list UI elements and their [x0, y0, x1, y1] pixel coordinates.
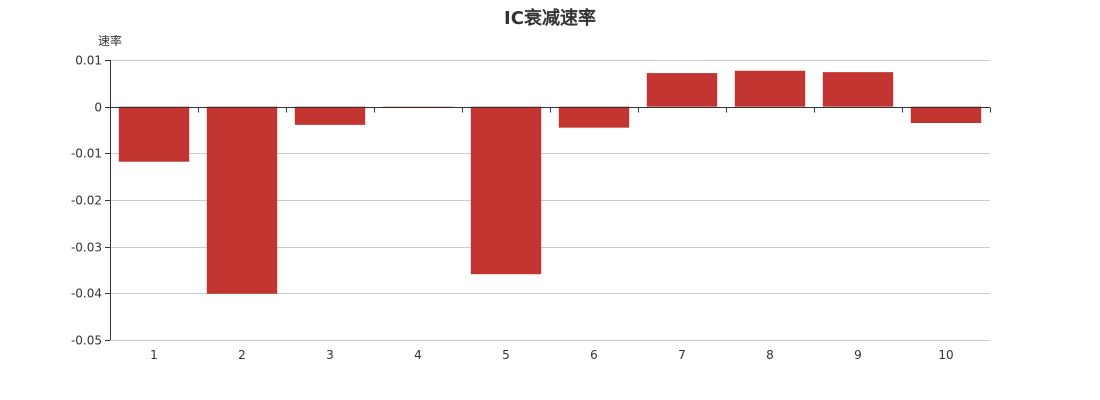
x-tick-label: 5 — [502, 348, 510, 362]
y-tick-label: 0.01 — [75, 54, 102, 68]
bar-7[interactable] — [646, 73, 718, 107]
bar-5[interactable] — [470, 106, 542, 275]
bars — [118, 70, 982, 294]
x-tick-label: 3 — [326, 348, 334, 362]
bar-9[interactable] — [822, 72, 894, 107]
bar-1[interactable] — [118, 106, 190, 162]
x-tick-label: 10 — [938, 348, 953, 362]
x-tick-label: 8 — [766, 348, 774, 362]
y-tick-label: -0.04 — [71, 287, 102, 301]
x-axis-ticks: 1 2 3 4 5 6 7 8 9 10 — [110, 107, 991, 362]
x-tick-label: 6 — [590, 348, 598, 362]
y-tick-label: -0.02 — [71, 194, 102, 208]
y-tick-label: 0 — [94, 101, 102, 115]
y-tick-label: -0.03 — [71, 241, 102, 255]
x-tick-label: 2 — [238, 348, 246, 362]
bar-2[interactable] — [206, 106, 278, 294]
y-tick-label: -0.01 — [71, 147, 102, 161]
chart-title: IC衰减速率 — [504, 7, 596, 29]
y-tick-label: -0.05 — [71, 334, 102, 348]
y-axis-ticks: 0.01 0 -0.01 -0.02 -0.03 -0.04 -0.05 — [71, 54, 110, 348]
bar-6[interactable] — [558, 106, 630, 128]
y-axis-label: 速率 — [98, 33, 122, 48]
bar-10[interactable] — [910, 106, 982, 123]
x-tick-label: 9 — [854, 348, 862, 362]
x-tick-label: 4 — [414, 348, 422, 362]
x-tick-label: 7 — [678, 348, 686, 362]
bar-8[interactable] — [734, 70, 806, 107]
x-tick-label: 1 — [150, 348, 158, 362]
bar-3[interactable] — [294, 106, 366, 125]
